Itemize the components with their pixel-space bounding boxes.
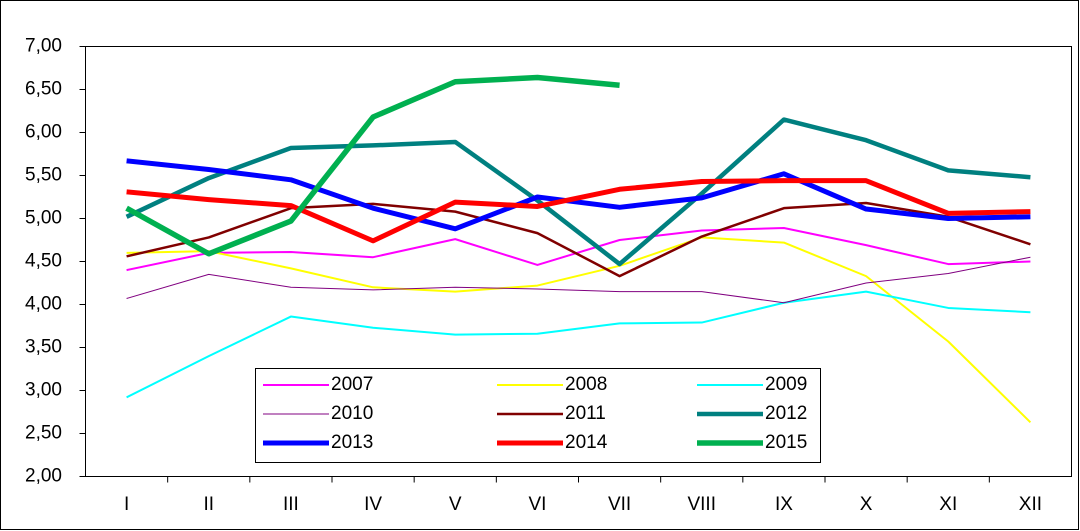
series-line [126,290,1031,399]
series-line [126,256,1031,304]
x-tick-label: I [124,494,129,515]
y-tick-label: 6,50 [25,79,62,100]
y-tick-label: 5,00 [25,208,62,229]
legend-label: 2011 [565,403,606,424]
legend-label: 2010 [331,403,373,424]
series-line [126,158,1031,232]
legend-label: 2009 [765,374,807,395]
x-tick-label: II [203,494,214,515]
x-tick-label: VII [608,494,631,515]
y-tick-label: 6,00 [25,122,62,143]
x-tick-label: VIII [687,494,716,515]
y-tick-label: 5,50 [25,165,62,186]
series-line [126,178,1031,244]
x-tick-label: III [283,494,299,515]
y-tick-label: 4,50 [25,251,62,272]
y-tick-label: 3,00 [25,380,62,401]
y-tick-label: 7,00 [25,36,62,57]
x-tick-label: IX [775,494,793,515]
y-tick-label: 2,00 [25,466,62,487]
x-tick-label: XII [1019,494,1042,515]
y-tick-label: 4,00 [25,294,62,315]
legend-label: 2013 [331,432,373,453]
series-line [126,201,1031,278]
legend-label: 2015 [765,432,807,453]
y-tick-label: 2,50 [25,423,62,444]
legend-label: 2007 [331,374,373,395]
x-tick-label: IV [364,494,382,515]
series-line [126,236,1032,424]
x-tick-label: XI [939,494,957,515]
x-tick-label: X [860,494,873,515]
y-tick-label: 3,50 [25,337,62,358]
x-tick-label: V [449,494,462,515]
series-line [125,117,1031,267]
legend-label: 2012 [765,403,807,424]
x-tick-label: VI [528,494,546,515]
series-line [125,74,620,257]
legend-label: 2008 [565,374,607,395]
series-line [126,226,1031,272]
legend-label: 2014 [565,432,608,453]
